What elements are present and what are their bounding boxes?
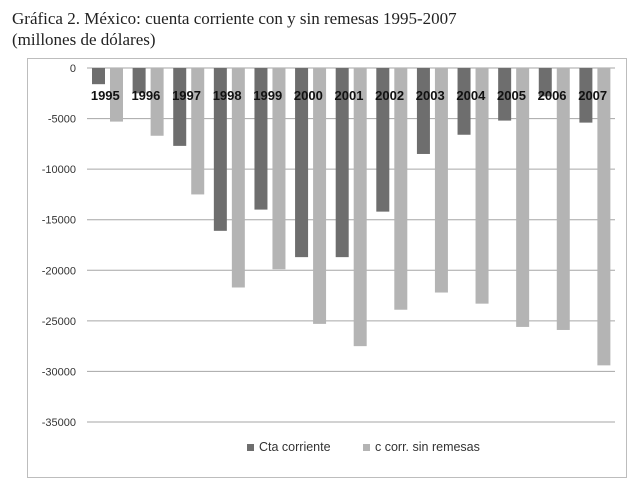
x-category-label: 1995 <box>91 88 120 103</box>
y-tick-label: -30000 <box>42 366 76 378</box>
x-category-label: 2007 <box>578 88 607 103</box>
x-category-label: 2001 <box>335 88 364 103</box>
bar-cta-corriente <box>254 68 268 210</box>
bar-cta-corriente <box>132 68 146 94</box>
bar-cta-corriente <box>416 68 430 154</box>
bar-sin-remesas <box>556 68 570 330</box>
x-category-label: 2006 <box>538 88 567 103</box>
bar-cta-corriente <box>376 68 390 212</box>
bar-sin-remesas <box>516 68 530 327</box>
bar-cta-corriente <box>457 68 471 135</box>
chart-title-line2: (millones de dólares) <box>12 30 156 49</box>
bar-cta-corriente <box>498 68 512 121</box>
bar-cta-corriente <box>335 68 349 258</box>
legend-swatch-sin-remesas <box>363 444 370 451</box>
x-category-label: 1997 <box>172 88 201 103</box>
x-category-label: 1998 <box>213 88 242 103</box>
chart-title: Gráfica 2. México: cuenta corriente con … <box>12 8 457 50</box>
bar-sin-remesas <box>150 68 164 136</box>
x-category-label: 2002 <box>375 88 404 103</box>
y-tick-label: -25000 <box>42 316 76 328</box>
chart-title-line1: Gráfica 2. México: cuenta corriente con … <box>12 9 457 28</box>
x-category-label: 1999 <box>253 88 282 103</box>
y-tick-label: -10000 <box>42 164 76 176</box>
bar-sin-remesas <box>231 68 245 288</box>
bar-cta-corriente <box>295 68 309 258</box>
bar-cta-corriente <box>92 68 105 85</box>
x-category-label: 2004 <box>456 88 486 103</box>
bar-sin-remesas <box>597 68 611 366</box>
bar-sin-remesas <box>475 68 489 304</box>
bar-sin-remesas <box>110 68 123 122</box>
bar-cta-corriente <box>579 68 593 123</box>
y-tick-label: -15000 <box>42 215 76 227</box>
bar-sin-remesas <box>313 68 327 324</box>
x-category-label: 2003 <box>416 88 445 103</box>
x-category-label: 2000 <box>294 88 323 103</box>
x-category-label: 2005 <box>497 88 526 103</box>
y-tick-label: -5000 <box>48 114 76 126</box>
bar-cta-corriente <box>173 68 187 146</box>
legend-label-cta-corriente: Cta corriente <box>259 440 331 454</box>
legend-swatch-cta-corriente <box>247 444 254 451</box>
x-category-label: 1996 <box>131 88 160 103</box>
bar-cta-corriente <box>538 68 552 97</box>
legend-label-sin-remesas: c corr. sin remesas <box>375 440 480 454</box>
bar-sin-remesas <box>434 68 448 293</box>
bar-sin-remesas <box>191 68 205 195</box>
bar-sin-remesas <box>394 68 408 310</box>
y-tick-label: -20000 <box>42 265 76 277</box>
y-tick-label: 0 <box>70 63 76 75</box>
y-tick-label: -35000 <box>42 417 76 429</box>
bar-sin-remesas <box>353 68 367 347</box>
bar-cta-corriente <box>213 68 227 231</box>
bar-sin-remesas <box>272 68 286 270</box>
